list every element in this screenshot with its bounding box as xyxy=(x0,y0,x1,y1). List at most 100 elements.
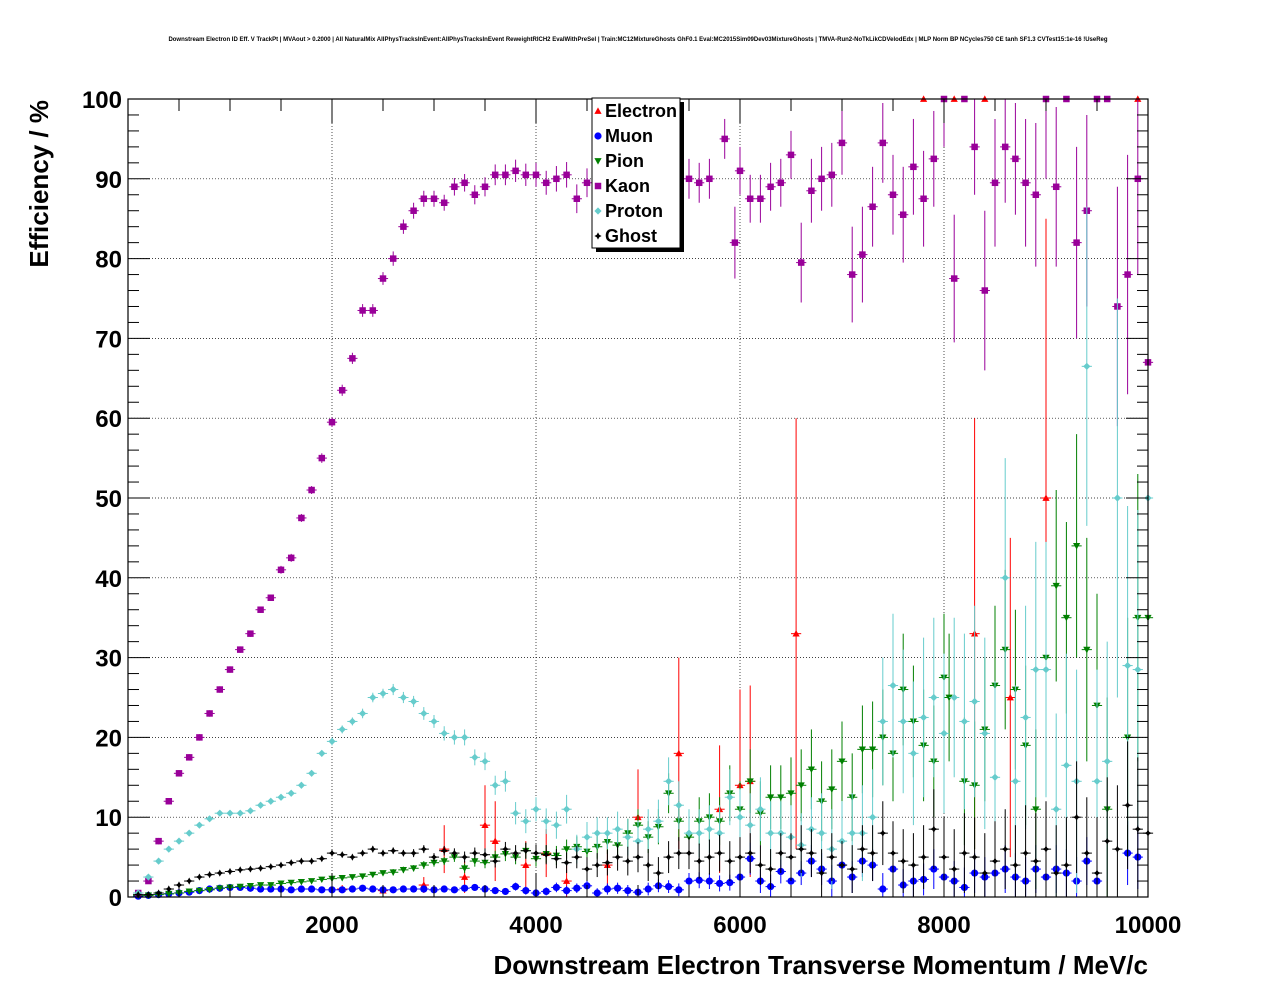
ghost-marker xyxy=(705,853,713,861)
ghost-data-point xyxy=(1132,757,1143,897)
proton-marker xyxy=(552,821,560,829)
kaon-data-point xyxy=(755,174,766,223)
pion-data-point xyxy=(439,857,450,866)
muon-marker xyxy=(685,877,693,885)
x-tick-label: 8000 xyxy=(917,912,970,939)
proton-data-point xyxy=(439,726,450,741)
ghost-marker xyxy=(369,845,377,853)
y-tick-label: 0 xyxy=(109,885,122,912)
proton-marker xyxy=(542,817,550,825)
electron-marker xyxy=(1042,494,1050,501)
kaon-data-point xyxy=(1071,146,1082,339)
proton-marker xyxy=(471,753,479,761)
muon-data-point xyxy=(286,886,297,894)
legend: Electron Muon Pion Kaon Proton Ghost xyxy=(591,97,684,252)
proton-data-point xyxy=(224,809,236,817)
proton-data-point xyxy=(163,845,174,853)
kaon-marker xyxy=(338,387,346,394)
ghost-data-point xyxy=(826,833,837,882)
ghost-marker xyxy=(654,869,662,877)
proton-data-point xyxy=(357,708,368,719)
proton-data-point xyxy=(306,769,317,777)
ghost-marker xyxy=(1052,869,1060,877)
kaon-marker xyxy=(706,175,713,183)
proton-marker xyxy=(399,693,407,702)
pion-marker xyxy=(185,888,193,896)
ghost-marker xyxy=(318,855,326,863)
ghost-marker xyxy=(869,849,877,857)
ghost-marker xyxy=(420,845,428,853)
proton-marker xyxy=(981,729,989,738)
muon-data-point xyxy=(408,885,419,893)
ghost-marker xyxy=(287,859,295,867)
proton-marker xyxy=(930,693,938,702)
legend-label-pion: Pion xyxy=(605,151,644,171)
kaon-marker xyxy=(349,355,356,362)
ghost-data-point xyxy=(1112,785,1123,897)
ghost-marker xyxy=(440,847,448,855)
kaon-marker xyxy=(512,167,519,175)
ghost-marker xyxy=(971,853,979,861)
pion-data-point xyxy=(337,874,348,882)
ghost-marker xyxy=(614,853,622,861)
muon-marker xyxy=(461,884,469,892)
y-tick-label: 30 xyxy=(95,646,122,673)
muon-marker xyxy=(644,885,652,893)
proton-data-point xyxy=(428,715,440,728)
kaon-marker xyxy=(685,175,693,183)
pion-data-point xyxy=(286,879,297,887)
ghost-marker xyxy=(134,891,142,899)
kaon-data-point xyxy=(398,219,409,234)
kaon-marker xyxy=(971,143,978,151)
proton-marker xyxy=(359,709,367,718)
ghost-marker xyxy=(644,861,652,869)
kaon-marker xyxy=(828,171,836,179)
pion-data-point xyxy=(459,863,470,874)
pion-marker xyxy=(1052,582,1060,590)
ghost-data-point xyxy=(949,829,960,897)
electron-marker xyxy=(522,861,530,868)
pion-data-point xyxy=(806,729,817,810)
ghost-data-point xyxy=(428,853,440,862)
kaon-data-point xyxy=(316,453,327,463)
muon-marker xyxy=(297,885,305,893)
kaon-data-point xyxy=(581,168,593,198)
proton-data-point xyxy=(673,781,684,830)
kaon-data-point xyxy=(459,174,470,192)
ghost-data-point xyxy=(490,854,501,868)
proton-marker xyxy=(1093,777,1101,785)
pion-marker xyxy=(165,890,173,898)
proton-marker xyxy=(726,793,734,801)
proton-data-point xyxy=(510,802,521,825)
kaon-data-point xyxy=(541,170,552,195)
kaon-marker xyxy=(257,606,264,613)
ghost-marker xyxy=(257,864,265,872)
legend-label-muon: Muon xyxy=(605,126,653,146)
ghost-data-point xyxy=(510,845,521,862)
proton-marker xyxy=(522,817,530,825)
ghost-data-point xyxy=(133,891,144,899)
ghost-marker xyxy=(1042,845,1050,853)
proton-marker xyxy=(909,749,917,757)
pion-data-point xyxy=(296,878,307,886)
kaon-marker xyxy=(318,454,326,462)
proton-data-point xyxy=(541,808,552,834)
muon-marker xyxy=(471,883,479,892)
proton-marker xyxy=(654,817,662,825)
proton-marker xyxy=(940,729,948,738)
proton-data-point xyxy=(347,717,358,726)
kaon-data-point xyxy=(490,164,501,186)
proton-data-point xyxy=(520,809,531,834)
muon-marker xyxy=(665,883,673,891)
proton-data-point xyxy=(1000,458,1011,698)
kaon-marker xyxy=(757,195,764,202)
pion-marker xyxy=(379,870,387,877)
pion-marker xyxy=(440,858,448,865)
ghost-data-point xyxy=(887,821,899,886)
pion-marker xyxy=(858,746,866,753)
kaon-marker xyxy=(226,666,234,673)
muon-data-point xyxy=(622,885,633,897)
muon-data-point xyxy=(316,886,327,894)
pion-marker xyxy=(1062,614,1070,622)
